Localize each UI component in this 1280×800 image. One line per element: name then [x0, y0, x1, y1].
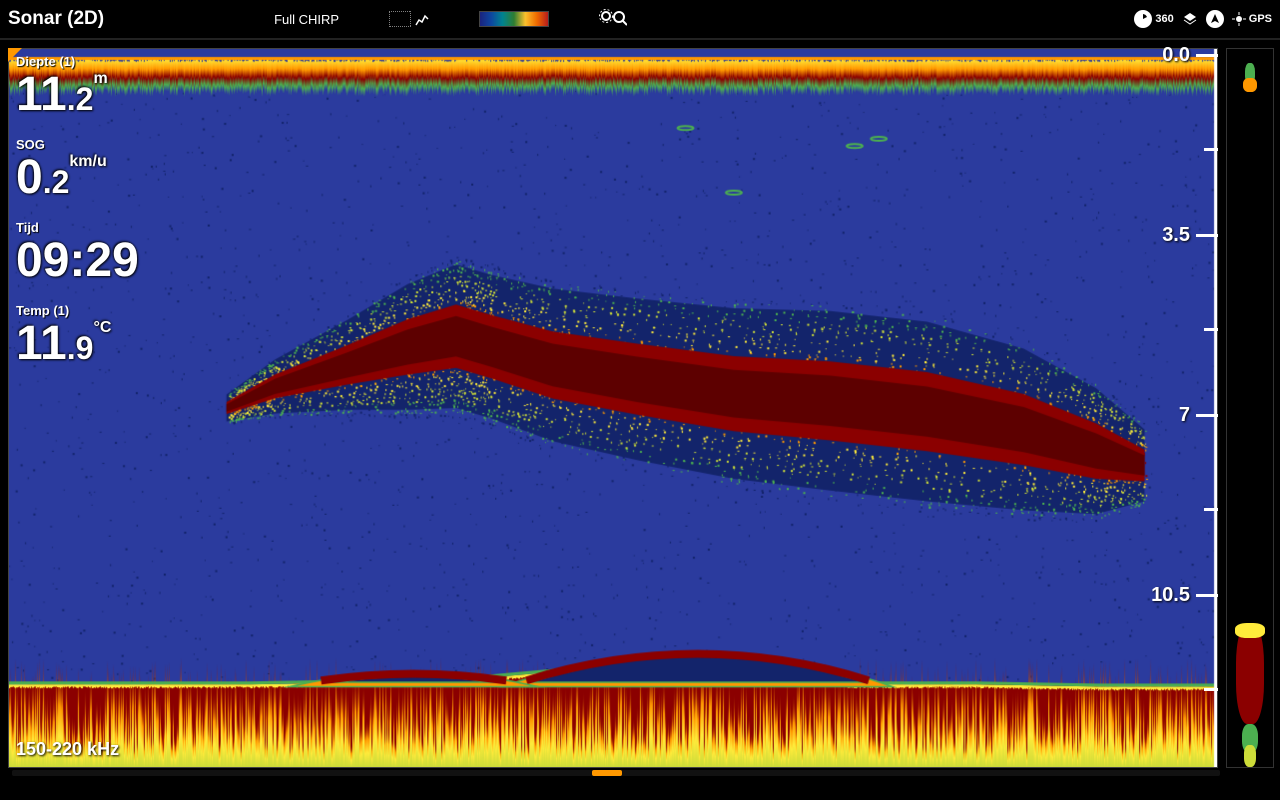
- layers-icon[interactable]: [1182, 11, 1198, 27]
- time-readout: Tijd 09:29: [16, 220, 139, 285]
- top-toolbar: Sonar (2D) Full CHIRP 360 GPS: [0, 0, 1280, 40]
- depth-dec: .2: [67, 81, 94, 117]
- temp-int: 11: [16, 317, 67, 370]
- ascope-return: [1235, 623, 1265, 637]
- sog-dec: .2: [43, 164, 70, 200]
- nav-icon[interactable]: [1206, 10, 1224, 28]
- history-scrollbar[interactable]: [12, 770, 1220, 776]
- depth-unit: m: [93, 70, 107, 87]
- status-icons: 360 GPS: [1134, 10, 1272, 28]
- temp-unit: °C: [93, 319, 111, 336]
- chirp-mode-label[interactable]: Full CHIRP: [274, 12, 339, 27]
- temp-dec: .9: [67, 330, 94, 366]
- sog-unit: km/u: [69, 153, 106, 170]
- app-title: Sonar (2D): [8, 8, 104, 30]
- sog-label: SOG: [16, 137, 139, 152]
- time-label: Tijd: [16, 220, 139, 235]
- depth-readout: Diepte (1) 11.2m: [16, 54, 139, 119]
- depth-tick: 3.5: [1162, 224, 1218, 247]
- settings-zoom-icon[interactable]: [599, 9, 627, 29]
- depth-tick: 10.5: [1151, 584, 1218, 607]
- ascope-return: [1244, 745, 1256, 767]
- depth-int: 11: [16, 68, 67, 121]
- depth-tick: 7: [1179, 404, 1218, 427]
- radar-icon[interactable]: 360: [1134, 10, 1173, 28]
- palette-selector[interactable]: [479, 11, 549, 27]
- sog-int: 0: [16, 151, 43, 204]
- gps-label: GPS: [1249, 13, 1272, 25]
- depth-label: Diepte (1): [16, 54, 139, 69]
- temp-label: Temp (1): [16, 303, 139, 318]
- sonar-display[interactable]: Diepte (1) 11.2m SOG 0.2km/u Tijd 09:29 …: [0, 40, 1280, 780]
- display-mode-icon[interactable]: [389, 11, 429, 27]
- ascope-return: [1243, 78, 1257, 92]
- ascope-return: [1236, 623, 1264, 724]
- gps-icon[interactable]: GPS: [1232, 12, 1272, 26]
- a-scope: [1226, 48, 1274, 768]
- frequency-label: 150-220 kHz: [16, 739, 119, 760]
- sonar-canvas[interactable]: [8, 48, 1218, 768]
- corner-indicator-icon: [8, 48, 22, 62]
- radar-label: 360: [1155, 13, 1173, 25]
- time-value: 09:29: [16, 234, 139, 287]
- data-overlay: Diepte (1) 11.2m SOG 0.2km/u Tijd 09:29 …: [16, 54, 139, 386]
- temp-readout: Temp (1) 11.9°C: [16, 303, 139, 368]
- sog-readout: SOG 0.2km/u: [16, 137, 139, 202]
- depth-tick: 0.0: [1162, 44, 1218, 67]
